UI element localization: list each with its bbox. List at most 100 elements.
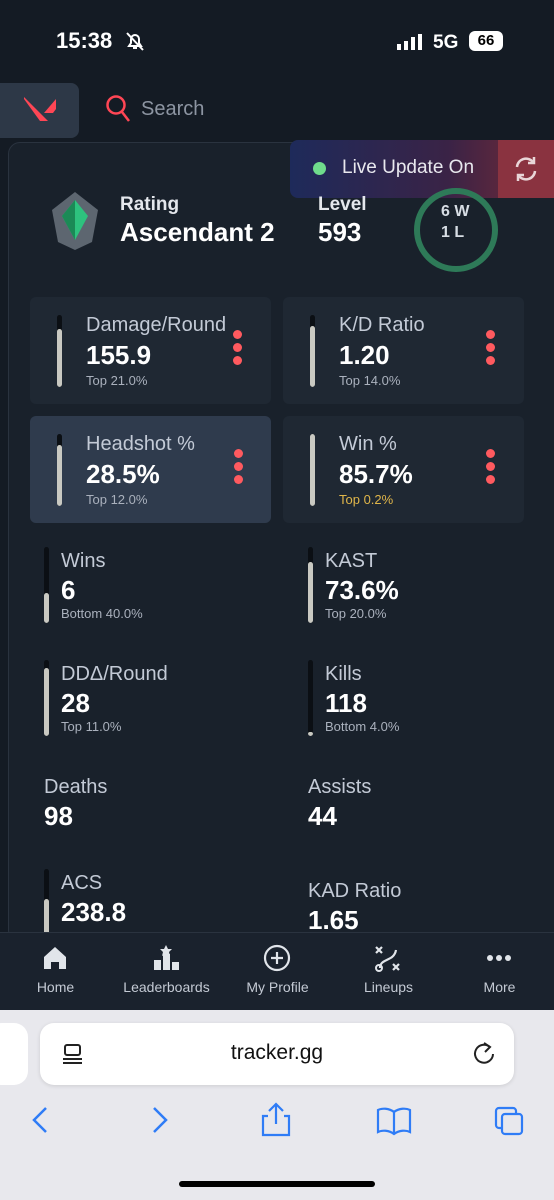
stat-value: 155.9	[86, 340, 152, 370]
logo	[24, 97, 56, 121]
stat-rank: Bottom 40.0%	[61, 606, 143, 621]
stat-menu[interactable]	[486, 330, 496, 366]
refresh-button[interactable]	[498, 140, 554, 198]
menu-dot	[234, 462, 243, 471]
gauge-fill	[44, 667, 49, 736]
gauge-fill	[57, 444, 62, 506]
gauge	[310, 434, 315, 506]
gauge	[310, 315, 315, 387]
url-bar[interactable]: tracker.gg	[40, 1023, 514, 1085]
stat-label: DDΔ/Round	[61, 663, 168, 685]
logo-tile[interactable]	[0, 83, 79, 138]
stat-value: 1.65	[308, 905, 359, 932]
stat-label: Assists	[308, 776, 372, 798]
stat-label: Kills	[325, 663, 362, 685]
gauge-fill	[57, 329, 62, 387]
nav-icon	[154, 945, 179, 970]
prev-tab[interactable]	[0, 1023, 28, 1085]
gauge	[308, 660, 313, 736]
stat-value: 118	[325, 688, 367, 718]
nav-label: Home	[36, 979, 75, 995]
stat-value: 28	[61, 688, 90, 718]
menu-dot	[486, 330, 495, 339]
stat-rank: Bottom 4.0%	[325, 719, 400, 734]
nav-icon	[263, 944, 291, 972]
share-button[interactable]	[261, 1102, 291, 1137]
stat-rank: Top 14.0%	[339, 373, 401, 388]
stat-menu[interactable]	[233, 330, 243, 366]
rating-label: Rating	[120, 194, 180, 215]
stat-label: Wins	[61, 550, 106, 572]
menu-dot	[486, 475, 495, 484]
reload-icon[interactable]	[470, 1041, 496, 1067]
nav-item[interactable]: Lineups	[333, 932, 444, 1010]
nav-item[interactable]: My Profile	[222, 932, 333, 1010]
bookmarks-button[interactable]	[376, 1107, 412, 1136]
stat-menu[interactable]	[486, 449, 496, 485]
record-ring: 6 W 1 L	[414, 188, 498, 272]
stat-label: K/D Ratio	[339, 314, 425, 336]
stat-menu[interactable]	[234, 449, 244, 485]
live-update-text: Live Update On	[342, 157, 475, 178]
search[interactable]: Search	[100, 88, 300, 132]
menu-dot	[486, 462, 495, 471]
stat-rank: Top 20.0%	[325, 606, 387, 621]
profile-card	[8, 142, 554, 942]
gauge	[308, 547, 313, 623]
stat-label: Deaths	[44, 776, 108, 798]
stat-rank: Top 11.0%	[61, 719, 122, 734]
live-update-banner: Live Update On	[290, 140, 554, 198]
nav-icon	[487, 955, 511, 961]
stat-label: KAST	[325, 550, 378, 572]
stat-rank: Top 21.0%	[86, 373, 148, 388]
rank-icon	[52, 192, 98, 250]
stat-label: Win %	[339, 433, 397, 455]
stat-value: 98	[44, 801, 73, 831]
nav-item[interactable]: Leaderboards	[111, 932, 222, 1010]
gauge	[57, 315, 62, 387]
forward-button[interactable]	[153, 1107, 168, 1133]
refresh-icon	[515, 157, 537, 181]
stat-value: 1.20	[339, 340, 390, 370]
menu-dot	[233, 330, 242, 339]
stat-card: Damage/Round 155.9 Top 21.0%	[30, 297, 271, 404]
menu-dot	[486, 343, 495, 352]
menu-dot	[486, 449, 495, 458]
gauge-fill	[308, 732, 313, 736]
menu-dot	[234, 475, 243, 484]
signal-icon	[397, 34, 422, 50]
gauge-fill	[310, 325, 315, 387]
back-button[interactable]	[32, 1107, 47, 1133]
gauge-fill	[310, 434, 315, 506]
stat-rank: Top 0.2%	[339, 492, 394, 507]
nav-label: My Profile	[246, 979, 309, 995]
mute-icon	[126, 32, 144, 51]
nav-item[interactable]: More	[444, 932, 554, 1010]
browser-chrome: tracker.gg	[0, 1010, 554, 1200]
gauge-fill	[308, 562, 313, 623]
battery: 66	[469, 31, 503, 51]
network: 5G	[433, 32, 459, 53]
stat-value: 238.8	[61, 897, 127, 927]
menu-dot	[233, 343, 242, 352]
wins-unit: W	[454, 203, 470, 220]
tabs-button[interactable]	[494, 1106, 524, 1136]
clock: 15:38	[56, 28, 113, 53]
nav-icon	[375, 946, 400, 972]
gauge-fill	[44, 592, 49, 623]
stat-card: Headshot % 28.5% Top 12.0%	[30, 416, 271, 523]
level: 593	[318, 217, 362, 247]
gauge	[57, 434, 62, 506]
nav-item[interactable]: Home	[0, 932, 111, 1010]
stat-value: 28.5%	[86, 459, 160, 489]
search-icon	[106, 95, 130, 122]
gauge	[44, 547, 49, 623]
losses-unit: L	[454, 224, 465, 241]
gauge	[44, 869, 49, 932]
stat-card: Win % 85.7% Top 0.2%	[283, 416, 524, 523]
rating: Ascendant 2	[120, 217, 275, 247]
url: tracker.gg	[230, 1041, 324, 1064]
home-indicator	[179, 1181, 375, 1187]
live-dot	[313, 162, 326, 175]
